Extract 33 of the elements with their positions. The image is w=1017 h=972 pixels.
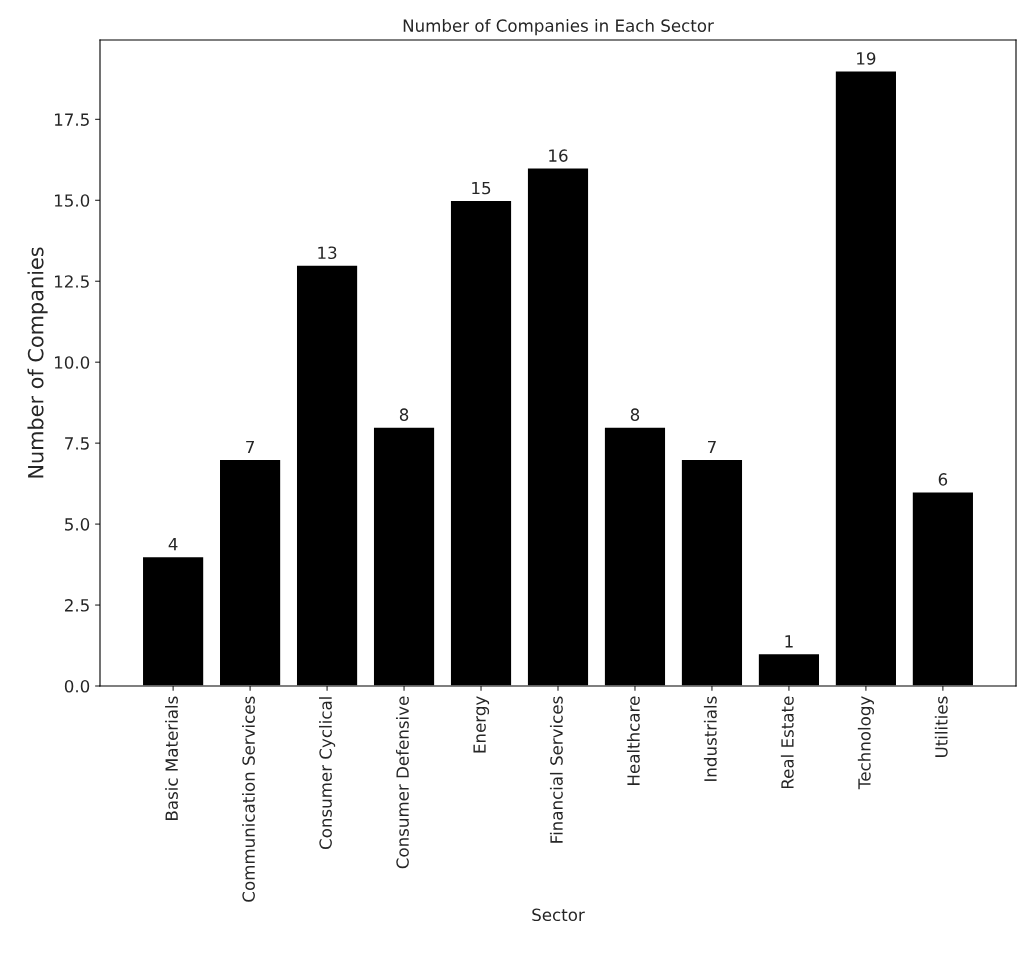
- x-tick-label: Industrials: [703, 696, 717, 781]
- x-tick-label: Real Estate: [780, 696, 794, 789]
- y-axis-title: Number of Companies: [27, 247, 48, 478]
- x-tick-label: Communication Services: [242, 696, 255, 902]
- x-tick-label: Basic Materials: [165, 696, 178, 820]
- y-tick-label: 10.0: [55, 356, 90, 369]
- data-label: 4: [168, 538, 178, 551]
- y-tick-label: 17.5: [55, 113, 89, 126]
- x-tick-label: Healthcare: [626, 696, 640, 785]
- x-tick-label: Financial Services: [549, 696, 563, 843]
- data-label: 7: [246, 440, 254, 454]
- y-tick-label: 12.5: [55, 275, 89, 288]
- x-tick-label: Consumer Cyclical: [319, 697, 336, 849]
- data-label: 19: [857, 52, 876, 65]
- data-label: 8: [399, 408, 409, 421]
- chart-title: Number of Companies in Each Sector: [403, 19, 714, 36]
- y-tick-label: 15.0: [55, 194, 90, 207]
- y-tick-label: 0.0: [64, 679, 90, 693]
- x-tick-label: Energy: [473, 696, 490, 753]
- x-tick-label: Utilities: [934, 696, 948, 757]
- data-label: 16: [549, 149, 568, 162]
- x-tick-label: Technology: [857, 696, 874, 790]
- y-tick-label: 2.5: [64, 599, 89, 612]
- x-axis-title: Sector: [532, 908, 585, 922]
- x-tick-label: Consumer Defensive: [395, 696, 409, 869]
- data-label: 15: [472, 181, 491, 195]
- data-label: 1: [785, 635, 793, 648]
- data-label: 8: [630, 408, 640, 421]
- data-label: 13: [318, 246, 337, 260]
- data-label: 7: [708, 440, 716, 454]
- data-label: 6: [938, 473, 948, 486]
- y-tick-label: 7.5: [65, 437, 89, 450]
- y-tick-label: 5.0: [65, 518, 90, 531]
